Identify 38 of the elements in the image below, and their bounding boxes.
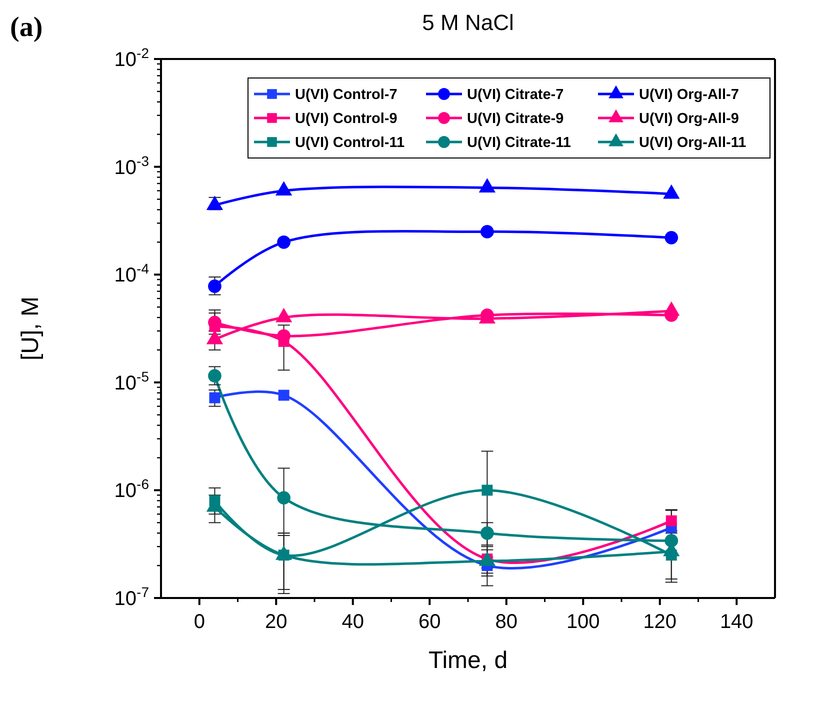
point [278, 390, 290, 401]
legend-label: U(VI) Citrate-9 [467, 111, 564, 128]
legend-label: U(VI) Control-11 [295, 135, 405, 152]
text: (a) [10, 12, 43, 43]
x-tick-label: 140 [720, 611, 754, 633]
legend-label: U(VI) Org-All-11 [639, 135, 746, 152]
chart-title: 5 M NaCl [422, 10, 514, 35]
y-tick-label: 10$^{-3}$ [114, 152, 150, 179]
y-tick-label: 10$^{-6}$ [114, 476, 150, 502]
x-tick-label: 20 [265, 611, 288, 633]
legend-label: U(VI) Org-All-9 [639, 111, 739, 128]
legend-label: U(VI) Control-7 [295, 87, 398, 104]
x-tick-label: 0 [194, 611, 205, 633]
x-tick-label: 60 [418, 611, 441, 633]
point [666, 515, 677, 526]
point [208, 369, 222, 383]
point [277, 235, 290, 249]
point [277, 491, 290, 504]
x-tick-label: 100 [566, 611, 600, 633]
x-tick-label: 40 [342, 611, 364, 633]
y-tick-label: 10$^{-4}$ [114, 260, 150, 287]
y-tick-label: 10$^{-5}$ [114, 368, 150, 394]
legend-label: U(VI) Citrate-7 [467, 87, 564, 104]
x-tick-label: 120 [643, 611, 677, 633]
y-tick-label: 10$^{-7}$ [114, 584, 150, 610]
legend-label: U(VI) Org-All-7 [639, 87, 739, 104]
legend-label: U(VI) Control-9 [295, 111, 398, 128]
point [480, 225, 494, 238]
point [664, 231, 678, 244]
y-axis-title: [U], M [17, 296, 44, 360]
legend-label: U(VI) Citrate-11 [467, 135, 571, 152]
point [209, 392, 220, 404]
x-axis-title: Time, d [428, 647, 508, 674]
x-tick-label: 80 [495, 611, 518, 633]
point [480, 526, 494, 540]
point [208, 280, 222, 293]
y-tick-label: 10$^{-2}$ [114, 45, 150, 71]
point [482, 484, 493, 496]
